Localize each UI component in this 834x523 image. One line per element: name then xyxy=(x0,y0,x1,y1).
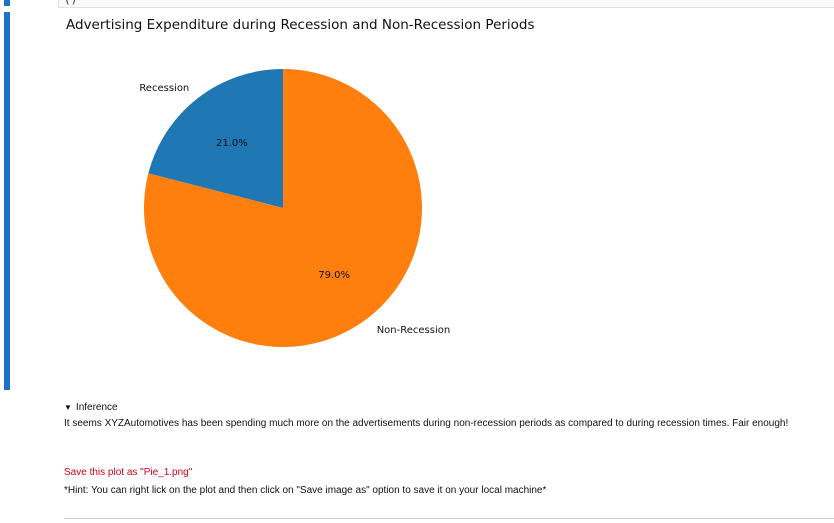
inference-toggle[interactable]: ▼ Inference xyxy=(64,402,118,413)
inference-summary-label: Inference xyxy=(75,402,118,413)
pie-slice-non-recession xyxy=(144,69,423,347)
previous-cell-code: () xyxy=(64,0,77,6)
pie-slices xyxy=(144,69,423,347)
chart-title: Advertising Expenditure during Recession… xyxy=(66,17,535,33)
pie-percent-label: 79.0% xyxy=(318,270,350,281)
pie-percent-label: 21.0% xyxy=(216,138,248,149)
pie-chart-output[interactable]: Advertising Expenditure during Recession… xyxy=(58,8,618,378)
disclosure-triangle-icon: ▼ xyxy=(64,403,72,412)
previous-cell-indicator xyxy=(4,0,10,6)
active-cell-indicator[interactable] xyxy=(4,12,10,390)
pie-slice-recession xyxy=(148,69,283,208)
save-instruction: Save this plot as "Pie_1.png" xyxy=(64,467,193,478)
pie-labels: 21.0% Recession 79.0% Non-Recession xyxy=(139,83,450,336)
hint-text: *Hint: You can right lick on the plot an… xyxy=(64,485,547,496)
inference-text: It seems XYZAutomotives has been spendin… xyxy=(64,418,789,429)
cell-divider xyxy=(64,518,834,519)
pie-category-label: Non-Recession xyxy=(377,325,451,336)
pie-category-label: Recession xyxy=(139,83,189,94)
pie-chart: Advertising Expenditure during Recession… xyxy=(66,17,535,347)
previous-cell-strip: () xyxy=(0,0,834,8)
previous-cell-input[interactable] xyxy=(58,0,834,8)
